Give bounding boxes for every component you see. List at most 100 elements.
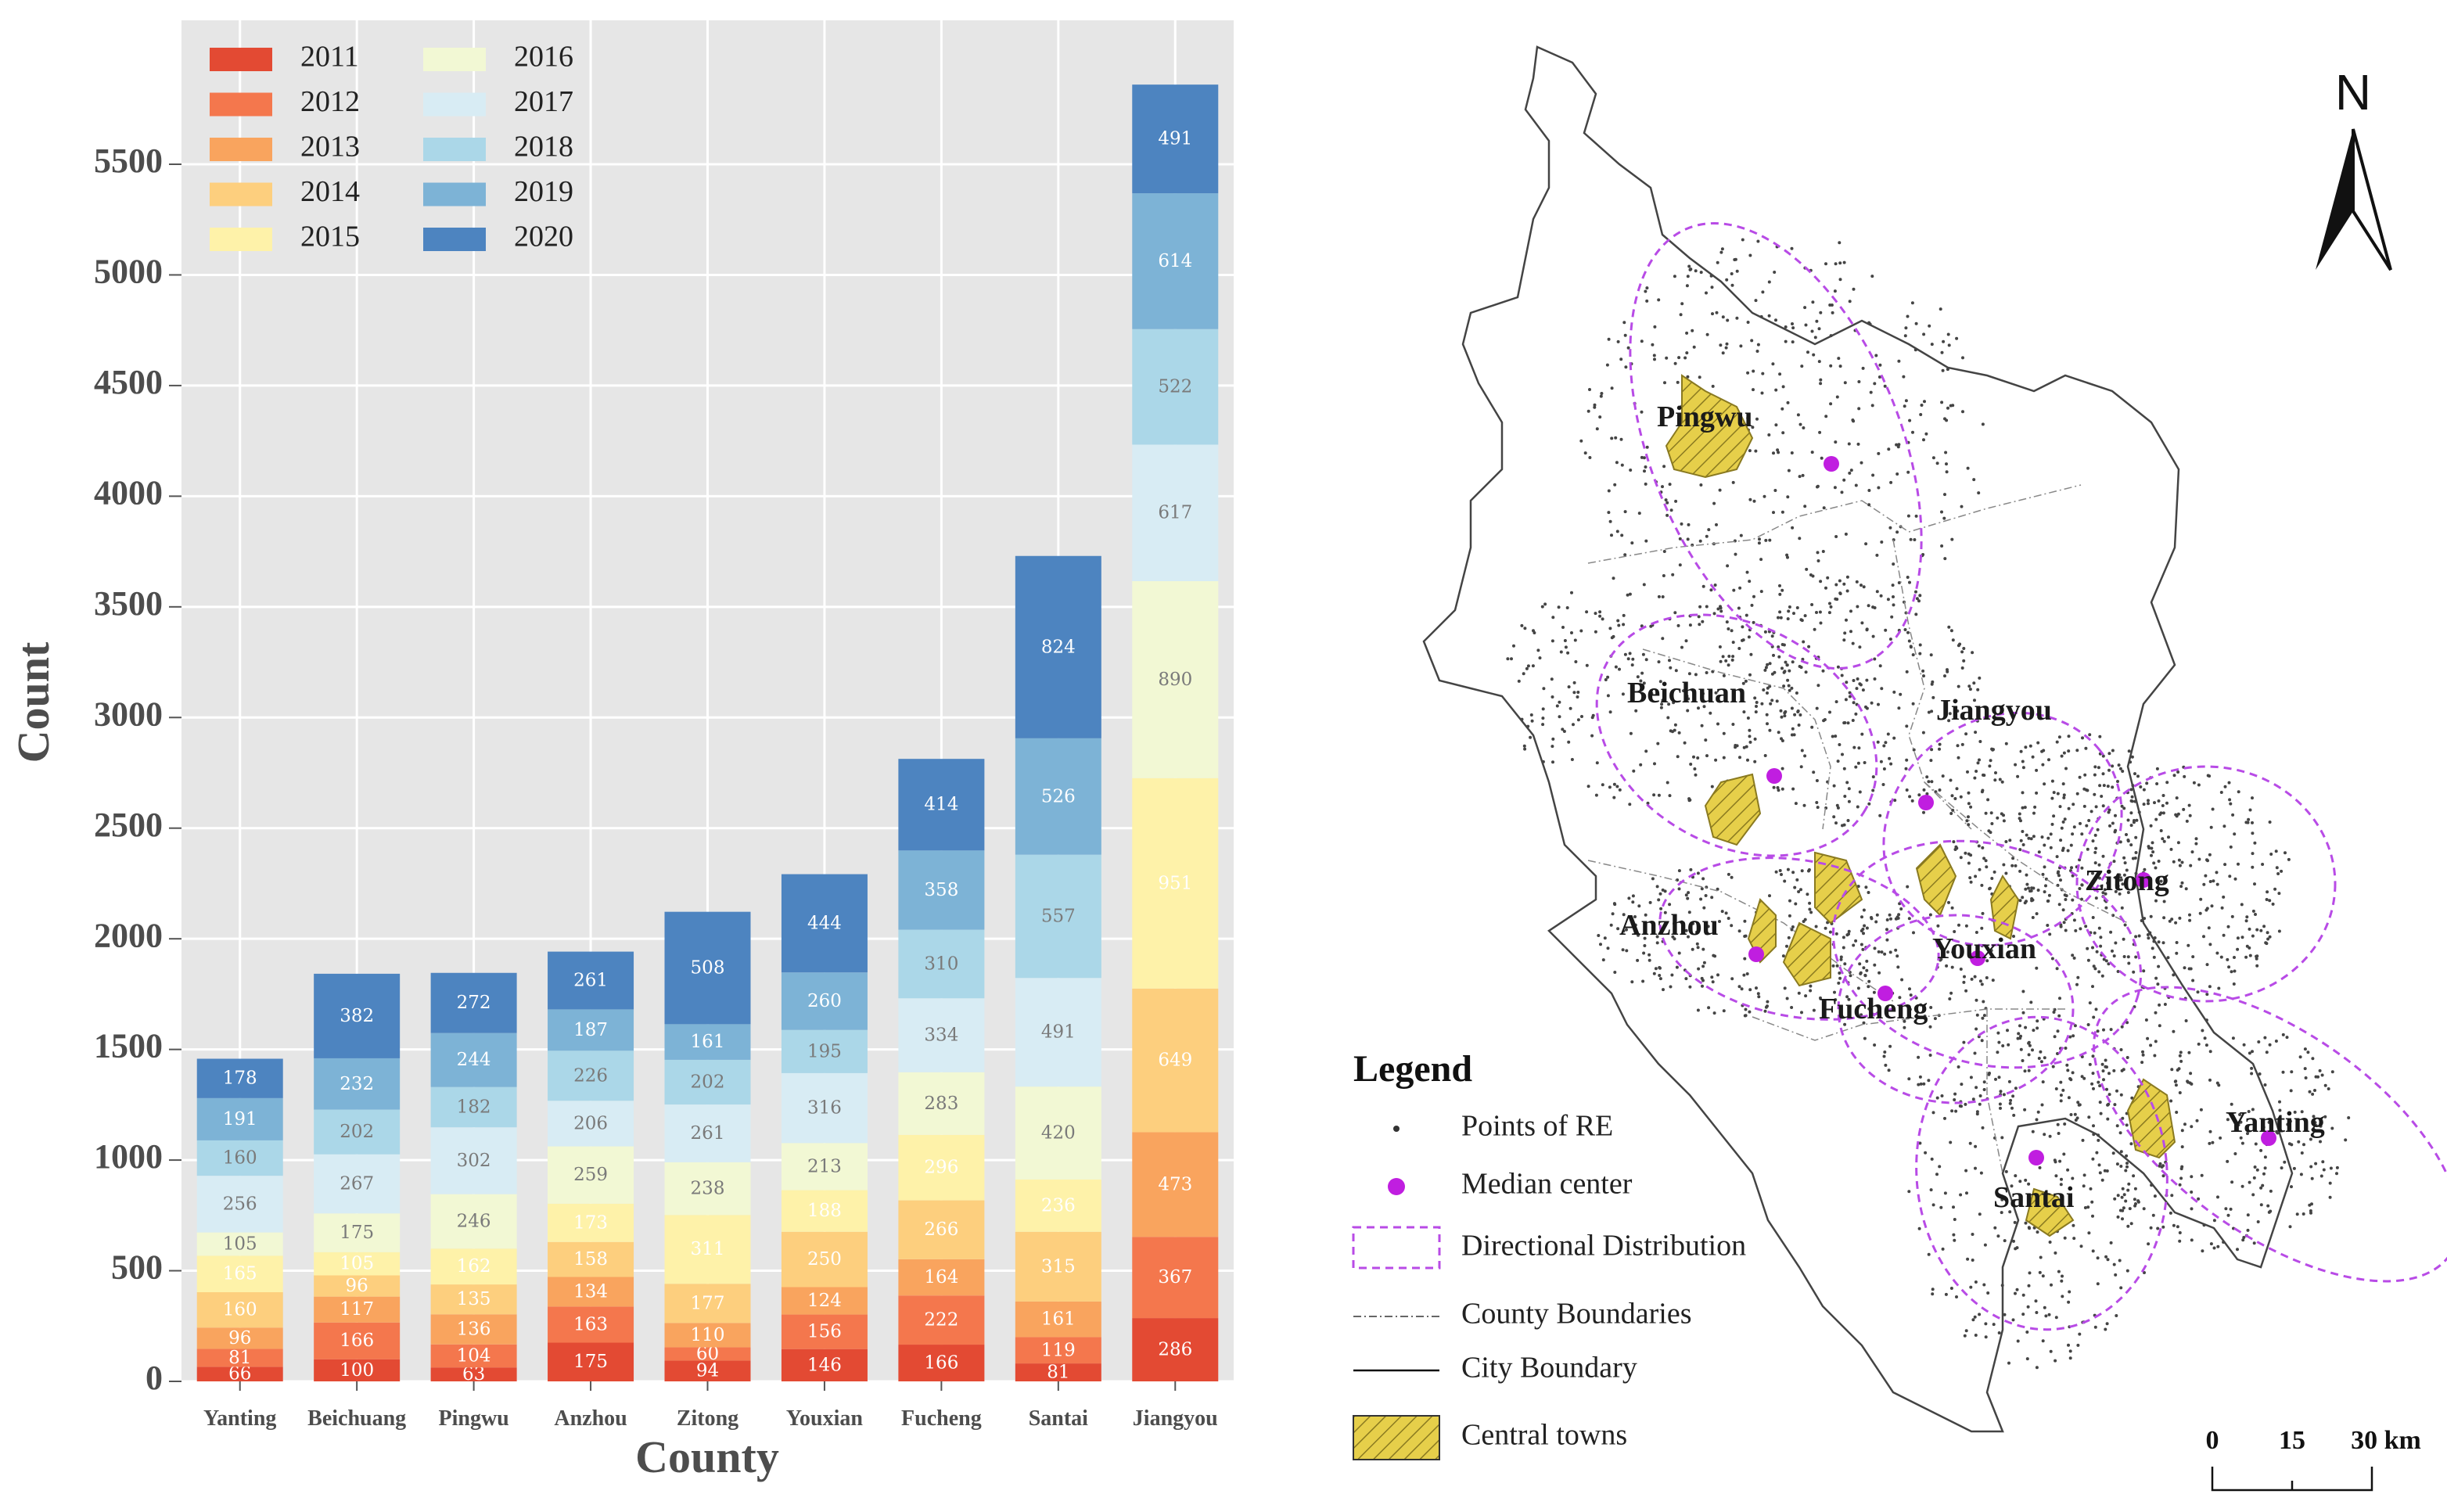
y-tick-label: 3500 <box>94 584 163 623</box>
bar-value-label: 283 <box>924 1094 958 1114</box>
bar-segment <box>196 1232 283 1256</box>
bar-value-label: 191 <box>223 1109 257 1130</box>
x-tick-label: Yanting <box>203 1406 276 1431</box>
bar-value-label: 557 <box>1041 906 1076 926</box>
legend-label: 2017 <box>514 85 573 118</box>
bar-segment <box>1015 1086 1101 1180</box>
x-tick-label: Santai <box>1029 1406 1088 1431</box>
map-legend: Legend Points of RE Median center Direct… <box>1352 1048 1746 1460</box>
bar-segment <box>898 850 985 930</box>
bar-segment <box>664 1104 751 1162</box>
y-tick-label: 3000 <box>94 695 163 733</box>
bar-segment <box>1132 193 1219 329</box>
bar-value-label: 195 <box>807 1041 842 1061</box>
bar-value-label: 160 <box>223 1300 257 1320</box>
bar-value-label: 164 <box>924 1267 958 1288</box>
bar-segment <box>314 1275 401 1297</box>
bar-value-label: 206 <box>573 1113 608 1133</box>
bar-value-label: 444 <box>807 913 842 933</box>
bar-segment <box>314 1109 401 1155</box>
bars: 6681961601651052561601911781001661179610… <box>196 84 1219 1385</box>
bar-segment <box>664 1347 751 1361</box>
bar-segment <box>898 1345 985 1381</box>
bar-value-label: 508 <box>691 958 725 979</box>
chart-legend: 2011 2012 2013 2014 2015 2016 2017 2018 2019 2020 <box>210 41 573 253</box>
y-axis-title: Count <box>8 641 59 763</box>
bar-value-label: 96 <box>346 1276 368 1296</box>
label-pingwu: Pingwu <box>1657 400 1752 433</box>
scale-label-30: 30 km <box>2351 1426 2421 1455</box>
y-tick-label: 1000 <box>94 1137 163 1176</box>
bar-segment <box>196 1097 283 1140</box>
legend-label: 2015 <box>300 221 360 253</box>
bar-segment <box>314 1154 401 1214</box>
bar-value-label: 649 <box>1158 1050 1192 1071</box>
bar-segment <box>898 759 985 851</box>
bar-segment <box>196 1327 283 1349</box>
bar-segment <box>314 1322 401 1359</box>
bar-value-label: 135 <box>457 1289 491 1309</box>
bar-segment <box>196 1058 283 1098</box>
bar-value-label: 187 <box>573 1020 608 1040</box>
bar-value-label: 166 <box>924 1353 958 1374</box>
x-tick-label: Pingwu <box>438 1406 508 1431</box>
bar-segment <box>1132 1318 1219 1381</box>
bar-value-label: 162 <box>457 1256 491 1277</box>
bar-value-label: 81 <box>1047 1363 1069 1383</box>
legend-swatch <box>210 92 272 117</box>
bar-segment <box>664 911 751 1025</box>
x-tick-label: Fucheng <box>901 1406 982 1431</box>
bar-value-label: 246 <box>457 1211 491 1231</box>
bar-value-label: 266 <box>924 1219 958 1240</box>
bar-segment <box>196 1291 283 1328</box>
legend-city-label: City Boundary <box>1461 1352 1637 1385</box>
bar-value-label: 124 <box>807 1291 842 1311</box>
bar-value-label: 617 <box>1158 503 1192 523</box>
bar-segment <box>430 1127 517 1194</box>
legend-label: 2018 <box>514 131 573 163</box>
bar-segment <box>781 1314 868 1349</box>
bar-segment <box>548 1277 634 1307</box>
bar-value-label: 81 <box>228 1348 251 1368</box>
bar-value-label: 267 <box>340 1174 374 1194</box>
legend-points-label: Points of RE <box>1461 1110 1613 1143</box>
map-legend-title: Legend <box>1353 1048 1472 1090</box>
bar-value-label: 119 <box>1041 1340 1076 1360</box>
bar-segment <box>1132 988 1219 1133</box>
bar-segment <box>430 1314 517 1345</box>
bar-value-label: 420 <box>1041 1123 1076 1144</box>
legend-swatch <box>423 182 486 207</box>
dashed-box-icon <box>1352 1226 1441 1270</box>
median-centers <box>1748 456 2276 1165</box>
bar-segment <box>314 1296 401 1323</box>
bar-segment <box>548 1241 634 1277</box>
x-tick-label: Anzhou <box>554 1406 627 1431</box>
bar-value-label: 302 <box>457 1151 491 1171</box>
bar-value-label: 261 <box>573 971 608 991</box>
bar-segment <box>196 1255 283 1292</box>
bar-segment <box>1015 1179 1101 1232</box>
scale-bar: 0 15 30 km <box>2206 1426 2421 1492</box>
bar-value-label: 286 <box>1158 1340 1192 1360</box>
central-towns <box>1665 374 2176 1237</box>
bar-segment <box>1132 1132 1219 1237</box>
y-tick-label: 2500 <box>94 806 163 844</box>
bar-segment <box>1015 1231 1101 1302</box>
bar-value-label: 213 <box>807 1156 842 1176</box>
bar-segment <box>1015 555 1101 738</box>
bar-segment <box>196 1349 283 1367</box>
small-dot-icon <box>1393 1126 1400 1132</box>
bar-segment <box>898 1200 985 1259</box>
legend-county-label: County Boundaries <box>1461 1298 1691 1331</box>
x-tick-label: Beichuang <box>307 1406 406 1431</box>
bar-value-label: 63 <box>462 1364 485 1385</box>
city-boundary <box>1422 45 2294 1433</box>
bar-value-label: 161 <box>691 1032 725 1052</box>
bar-segment <box>196 1140 283 1176</box>
bar-segment <box>1132 329 1219 445</box>
bar-value-label: 158 <box>573 1249 608 1270</box>
bar-value-label: 491 <box>1158 129 1192 149</box>
bar-segment <box>664 1284 751 1323</box>
scale-label-15: 15 <box>2279 1426 2305 1455</box>
bar-value-label: 256 <box>223 1194 257 1214</box>
